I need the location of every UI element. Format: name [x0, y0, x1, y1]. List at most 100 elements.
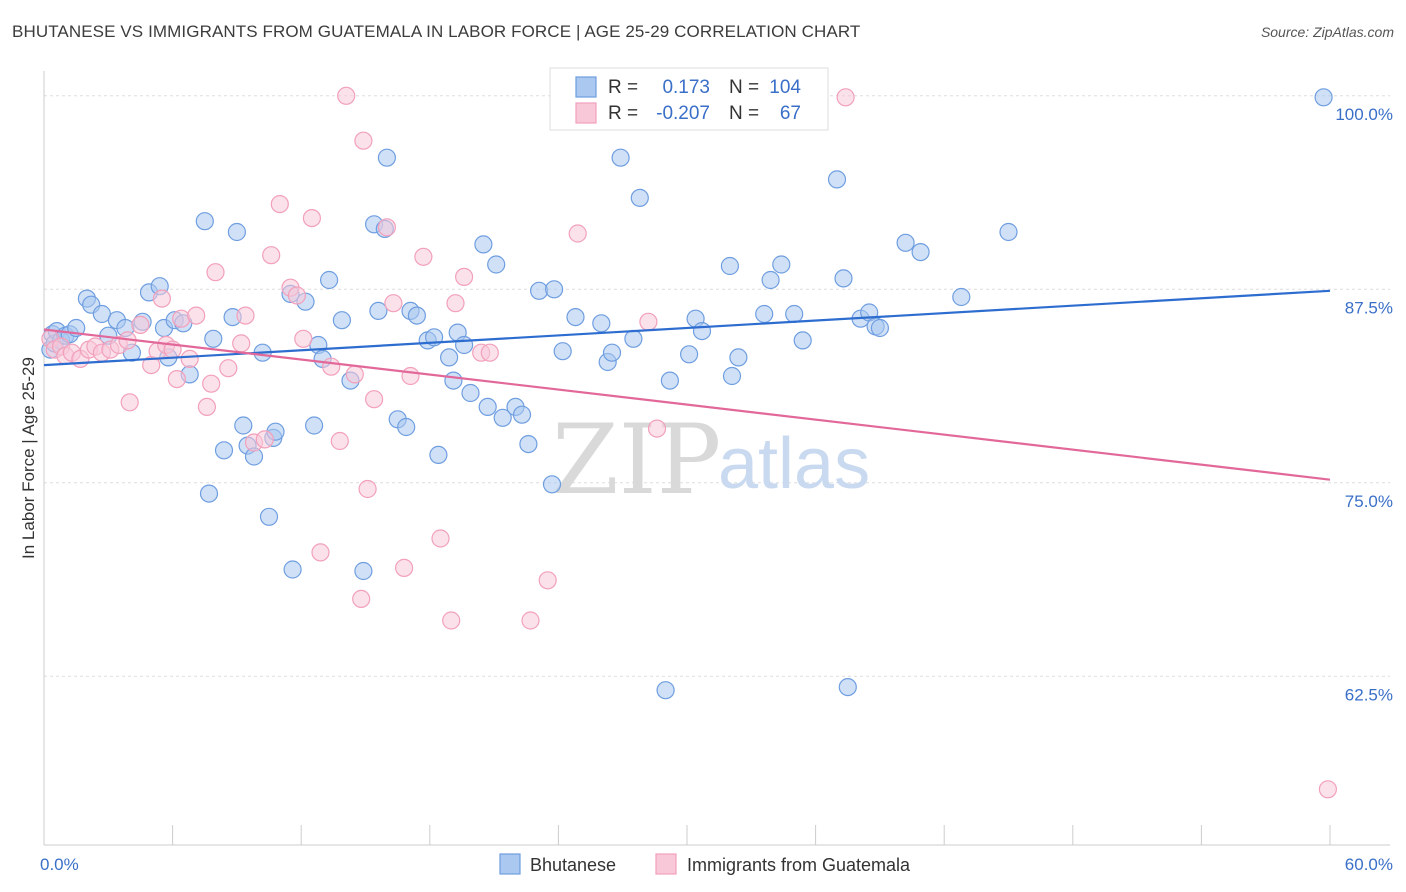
data-point	[772, 255, 791, 274]
series-legend: Bhutanese Immigrants from Guatemala	[499, 853, 911, 875]
data-point	[870, 318, 890, 338]
stats-swatch-guatemala	[575, 102, 597, 124]
data-point	[354, 131, 373, 150]
data-point	[377, 218, 396, 237]
data-point	[337, 86, 356, 105]
data-point	[487, 255, 506, 274]
data-point	[639, 312, 658, 331]
data-point	[204, 329, 223, 348]
data-point	[236, 306, 255, 325]
data-point	[544, 280, 564, 299]
series-points-1	[41, 86, 1338, 799]
data-point	[455, 267, 474, 286]
data-point	[568, 224, 587, 243]
data-point	[519, 435, 538, 454]
watermark-zip: ZIP	[552, 404, 721, 516]
data-point	[131, 315, 150, 334]
y-tick-labels: 100.0% 87.5% 75.0% 62.5%	[1335, 105, 1393, 705]
data-point	[232, 334, 251, 353]
data-point	[566, 308, 585, 327]
data-point	[120, 393, 139, 412]
axes	[43, 71, 1390, 846]
series-points-0	[41, 88, 1333, 700]
data-point	[407, 306, 426, 325]
stats-r-value-bhutanese: 0.173	[662, 77, 710, 98]
data-point	[529, 281, 549, 300]
data-point	[952, 287, 971, 307]
stats-r-label-guatemala: R =	[608, 103, 638, 124]
data-point	[197, 397, 216, 416]
x-tick-label: 60.0%	[1345, 855, 1393, 874]
data-point	[442, 611, 461, 630]
data-point	[630, 188, 649, 207]
data-point	[322, 357, 341, 376]
data-point	[542, 475, 562, 494]
data-point	[722, 366, 742, 386]
data-point	[838, 677, 857, 697]
data-point	[755, 304, 774, 324]
gridlines	[44, 95, 1390, 677]
data-point	[474, 235, 493, 254]
data-point	[461, 383, 480, 403]
stats-n-label-guatemala: N =	[729, 103, 759, 124]
data-point	[538, 571, 557, 590]
data-point	[283, 560, 302, 579]
data-point	[729, 348, 748, 367]
data-point	[414, 247, 433, 266]
trend-lines	[43, 289, 1331, 481]
data-point	[214, 441, 234, 460]
chart-title: BHUTANESE VS IMMIGRANTS FROM GUATEMALA I…	[12, 22, 861, 41]
data-point	[259, 507, 279, 526]
data-point	[911, 243, 930, 262]
data-point	[377, 148, 396, 167]
data-point	[834, 269, 853, 288]
data-point	[553, 342, 572, 361]
data-point	[827, 170, 847, 189]
data-points	[41, 86, 1338, 799]
data-point	[478, 397, 497, 416]
data-point	[793, 331, 812, 350]
data-point	[172, 309, 191, 328]
data-point	[656, 681, 675, 700]
x-tick-labels: 0.0% 60.0%	[40, 855, 1393, 874]
data-point	[1318, 780, 1338, 799]
data-point	[234, 416, 253, 435]
data-point	[397, 417, 416, 437]
watermark-atlas: atlas	[718, 424, 870, 504]
data-point	[270, 195, 289, 214]
data-point	[999, 222, 1018, 242]
data-point	[384, 294, 403, 313]
data-point	[255, 430, 274, 449]
y-tick-label: 62.5%	[1345, 685, 1393, 704]
data-point	[199, 484, 219, 503]
data-point	[455, 335, 474, 355]
data-point	[206, 263, 225, 282]
stats-n-value-guatemala: 67	[780, 103, 801, 124]
trend-line-guatemala	[43, 328, 1331, 481]
data-point	[262, 246, 281, 265]
data-point	[896, 233, 915, 252]
data-point	[302, 209, 321, 228]
data-point	[761, 270, 780, 290]
data-point	[592, 314, 611, 333]
data-point	[785, 304, 804, 324]
data-point	[444, 371, 463, 390]
data-point	[345, 365, 364, 384]
data-point	[512, 405, 532, 424]
data-point	[720, 256, 740, 276]
stats-r-value-guatemala: -0.207	[656, 103, 710, 124]
data-point	[167, 370, 186, 389]
y-axis-label: In Labor Force | Age 25-29	[19, 357, 38, 559]
data-point	[352, 589, 371, 609]
data-point	[227, 222, 246, 242]
stats-n-value-bhutanese: 104	[769, 77, 801, 98]
data-point	[311, 543, 330, 562]
legend-label-bhutanese: Bhutanese	[530, 855, 616, 875]
data-point	[305, 416, 324, 435]
data-point	[692, 322, 712, 341]
data-point	[152, 289, 171, 308]
data-point	[660, 371, 680, 390]
data-point	[395, 558, 414, 578]
data-point	[493, 408, 512, 427]
